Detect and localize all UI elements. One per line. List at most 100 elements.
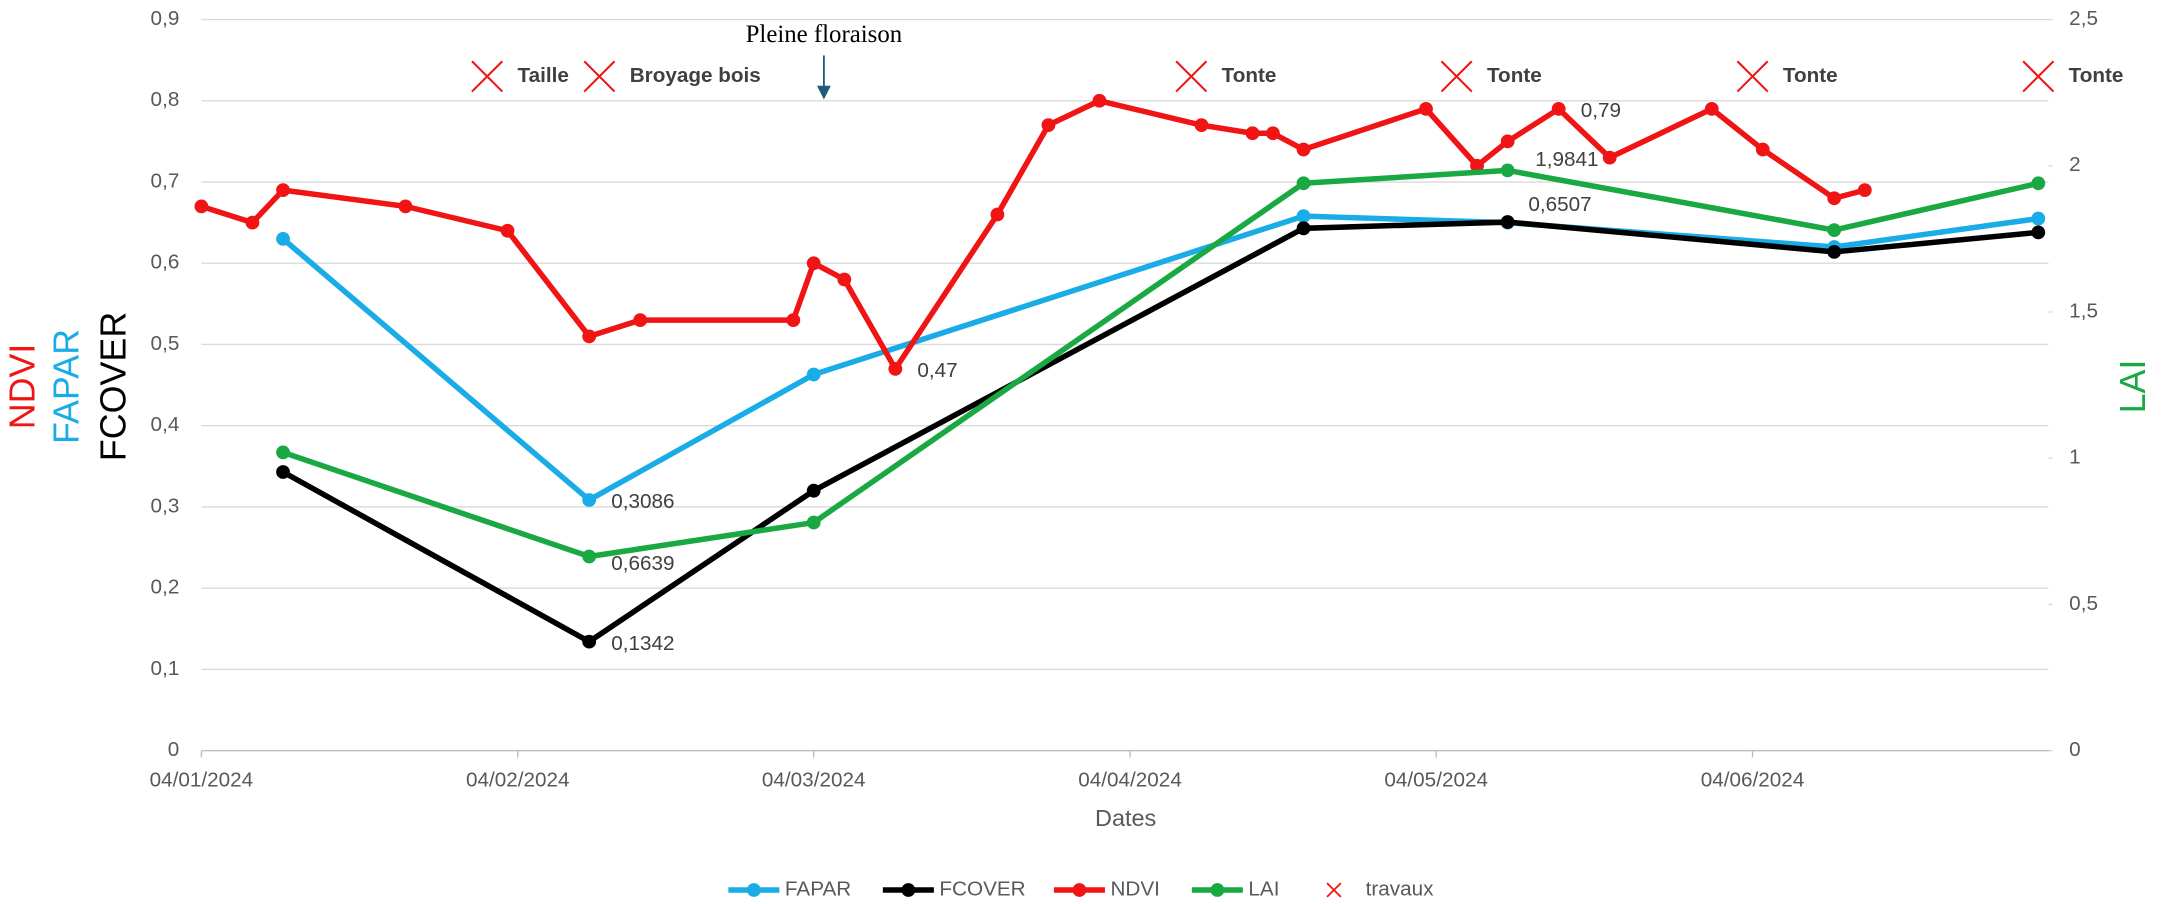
data-point <box>1092 93 1107 108</box>
travaux-marker <box>1440 60 1473 93</box>
y2-tick-label: 0,5 <box>2069 592 2098 615</box>
legend-item: FAPAR <box>728 877 851 900</box>
legend-dot <box>901 883 916 897</box>
y2-tick-label: 2,5 <box>2069 7 2098 30</box>
axis-title: FAPAR <box>46 329 86 444</box>
legend-item: travaux <box>1326 877 1434 900</box>
data-point <box>1296 209 1311 224</box>
y-tick-label: 0,8 <box>151 88 180 111</box>
y-tick-label: 0,5 <box>151 332 180 355</box>
data-point <box>2031 225 2046 240</box>
data-point <box>1470 158 1484 173</box>
data-point <box>2031 211 2046 226</box>
data-point <box>1551 101 1566 116</box>
travaux-marker <box>1175 60 1208 93</box>
data-point <box>1827 223 1842 237</box>
data-label: 1,9841 <box>1535 148 1598 171</box>
data-point <box>1755 142 1770 157</box>
annotation-text: Pleine floraison <box>746 21 903 48</box>
x-tick-label: 04/04/2024 <box>1078 768 1182 791</box>
y-tick-label: 0,2 <box>151 576 180 599</box>
data-point <box>1827 244 1842 259</box>
x-stroke <box>1736 60 1769 93</box>
data-point <box>1827 191 1842 206</box>
data-point <box>1704 101 1719 116</box>
data-point <box>1500 163 1515 178</box>
data-point <box>1500 215 1515 229</box>
series-line <box>282 167 2039 560</box>
y-tick-label: 0,6 <box>151 251 180 274</box>
data-point <box>990 207 1005 222</box>
y-tick-label: 0,7 <box>151 169 180 192</box>
x-stroke <box>1440 60 1473 93</box>
data-label: 0,1342 <box>611 632 674 655</box>
data-point <box>1857 183 1872 198</box>
data-point <box>2031 176 2046 191</box>
travaux-marker <box>1736 60 1769 93</box>
series-line <box>281 213 2039 503</box>
y-tick-label: 0 <box>168 738 180 761</box>
legend-label: NDVI <box>1110 877 1159 900</box>
travaux-label: Broyage bois <box>630 64 761 87</box>
data-point <box>276 183 290 198</box>
axis-title: LAI <box>2113 360 2153 414</box>
legend-label: FAPAR <box>785 877 851 900</box>
y2-tick-label: 2 <box>2069 153 2081 176</box>
data-point <box>582 329 597 344</box>
x-stroke <box>1326 882 1342 898</box>
data-point <box>582 549 597 564</box>
data-label: 0,3086 <box>611 490 674 513</box>
y-tick-label: 0,4 <box>151 413 180 436</box>
legend-label: FCOVER <box>939 877 1025 900</box>
data-label: 0,6507 <box>1528 193 1591 216</box>
x-stroke <box>583 60 616 93</box>
y-tick-label: 0,9 <box>151 7 180 30</box>
legend-label: travaux <box>1366 877 1434 900</box>
data-point <box>194 199 209 214</box>
data-point <box>888 361 903 376</box>
data-label: 0,6639 <box>611 552 674 575</box>
data-point <box>276 445 290 460</box>
x-tick-label: 04/05/2024 <box>1384 768 1488 791</box>
data-point <box>1266 126 1280 141</box>
data-point <box>633 313 648 328</box>
axis-title: FCOVER <box>93 312 133 461</box>
data-point <box>245 215 260 230</box>
legend-label: LAI <box>1248 877 1279 900</box>
data-point <box>837 272 852 287</box>
legend-item: FCOVER <box>882 877 1026 900</box>
axis-title: NDVI <box>2 344 42 430</box>
legend-dot <box>746 883 761 897</box>
data-point <box>806 483 821 498</box>
x-tick-label: 04/01/2024 <box>150 768 254 791</box>
x-tick-label: 04/06/2024 <box>1701 768 1805 791</box>
data-label: 0,79 <box>1581 99 1621 122</box>
data-point <box>1500 134 1515 149</box>
travaux-label: Taille <box>517 64 568 87</box>
data-point <box>276 465 290 479</box>
data-point <box>276 231 290 246</box>
data-point <box>806 256 821 271</box>
data-point <box>806 367 821 382</box>
data-point <box>1041 118 1056 133</box>
x-tick-label: 04/02/2024 <box>466 768 570 791</box>
y-tick-label: 0,3 <box>151 494 180 517</box>
data-point <box>806 515 821 530</box>
y2-tick-label: 0 <box>2069 738 2081 761</box>
data-point <box>1296 176 1311 191</box>
data-label: 0,47 <box>917 359 957 382</box>
data-point <box>1296 221 1311 236</box>
data-point <box>786 313 801 328</box>
x-stroke <box>471 60 504 93</box>
travaux-label: Tonte <box>1487 64 1542 87</box>
legend-item: NDVI <box>1053 877 1160 900</box>
travaux-marker <box>471 60 504 93</box>
data-point <box>398 199 413 214</box>
travaux-label: Tonte <box>1783 64 1838 87</box>
data-point <box>1419 101 1433 116</box>
x-axis-title: Dates <box>1095 805 1156 831</box>
travaux-marker <box>583 60 616 93</box>
y2-tick-label: 1 <box>2069 446 2081 469</box>
